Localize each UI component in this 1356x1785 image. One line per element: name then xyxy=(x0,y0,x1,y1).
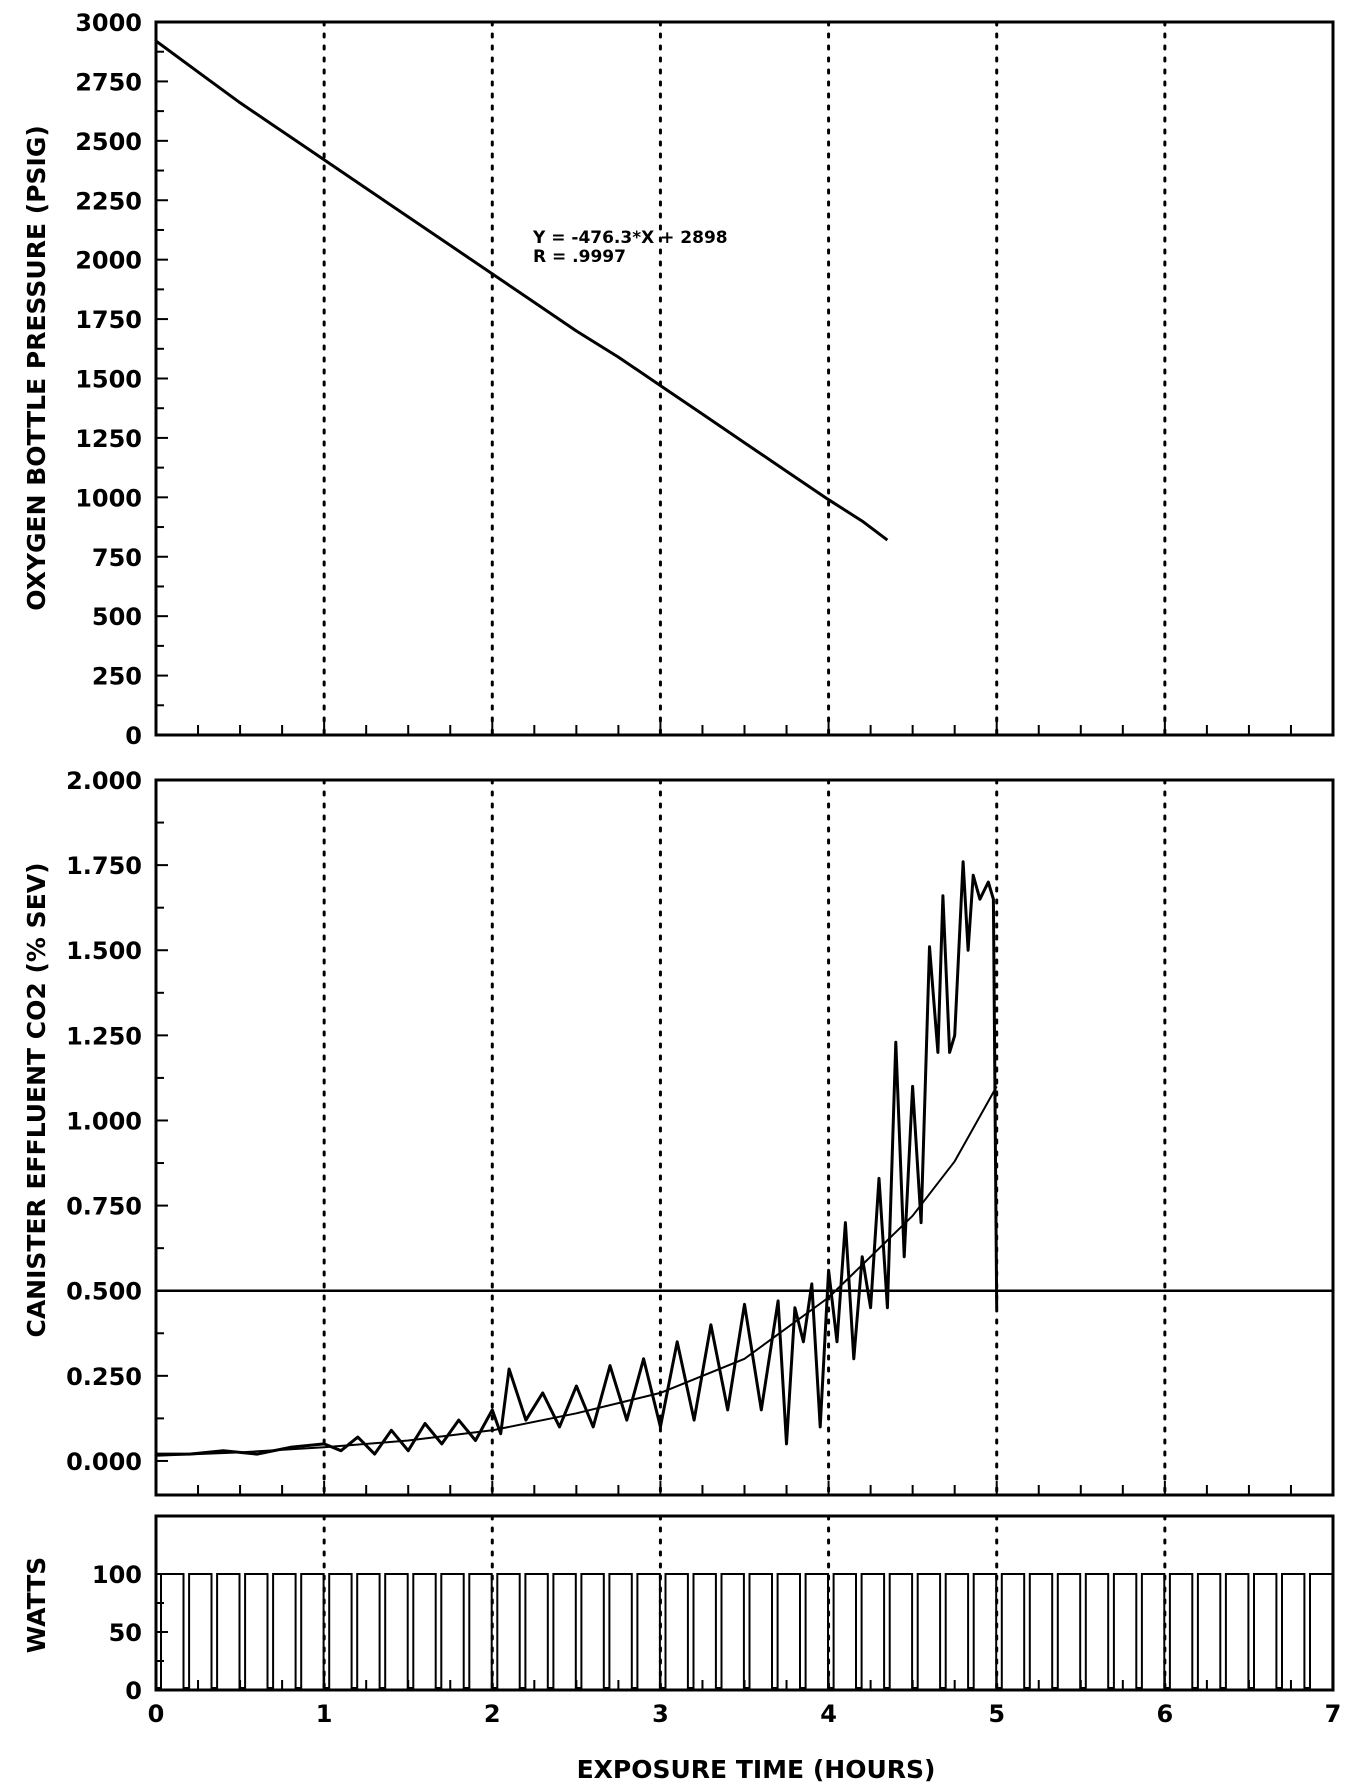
x-axis-title: EXPOSURE TIME (HOURS) xyxy=(577,1755,936,1784)
y-tick-label: 750 xyxy=(92,544,142,572)
bottom-panel-watts: 0 50 100 xyxy=(92,1514,1335,1705)
y-tick-label: 0 xyxy=(125,722,142,750)
y-tick-label: 100 xyxy=(92,1561,142,1589)
regression-r-value: R = .9997 xyxy=(533,247,626,267)
plot-frame xyxy=(154,778,1335,1497)
y-axis-title-pressure: OXYGEN BOTTLE PRESSURE (PSIG) xyxy=(22,125,51,611)
x-tick-label: 5 xyxy=(988,1700,1005,1728)
y-tick-label: 1250 xyxy=(75,425,142,453)
y-tick-label: 0 xyxy=(125,1677,142,1705)
y-tick-label: 2250 xyxy=(75,187,142,215)
middle-panel-co2: 0.000 0.250 0.500 0.750 1.000 1.250 1.500 1.750… xyxy=(66,767,1335,1497)
y-tick-label: 1.750 xyxy=(66,852,142,880)
y-tick-label: 0.000 xyxy=(66,1448,142,1476)
y-tick-label: 500 xyxy=(92,603,142,631)
data-series-line xyxy=(156,860,999,1456)
power-pulse-train xyxy=(156,1573,1334,1689)
y-tick-label: 1000 xyxy=(75,484,142,512)
y-tick-label: 1.000 xyxy=(66,1107,142,1135)
x-tick-label: 4 xyxy=(820,1700,837,1728)
y-tick-label: 1750 xyxy=(75,306,142,334)
x-tick-label: 2 xyxy=(484,1700,501,1728)
y-tick-label: 3000 xyxy=(75,9,142,37)
y-axis-title-co2: CANISTER EFFLUENT CO2 (% SEV) xyxy=(22,862,51,1337)
y-tick-label: 1.250 xyxy=(66,1022,142,1050)
plot-frame xyxy=(154,20,1335,737)
x-axis-tick-labels: 0 1 2 3 4 5 6 7 xyxy=(148,1700,1342,1728)
y-tick-label: 0.750 xyxy=(66,1193,142,1221)
x-tick-label: 3 xyxy=(652,1700,669,1728)
y-tick-label: 2750 xyxy=(75,68,142,96)
y-tick-label: 1.500 xyxy=(66,937,142,965)
fit-curve-line xyxy=(155,1085,998,1457)
top-panel-pressure: 0 250 500 750 1000 1250 1500 1750 2000 2250 2500 27… xyxy=(75,9,1335,750)
y-axis-title-watts: WATTS xyxy=(22,1557,51,1654)
x-tick-label: 7 xyxy=(1325,1700,1342,1728)
regression-equation: Y = -476.3*X + 2898 xyxy=(532,228,728,248)
y-tick-label: 250 xyxy=(92,663,142,691)
data-series-line xyxy=(155,39,889,542)
y-tick-label: 0.250 xyxy=(66,1363,142,1391)
y-tick-label: 50 xyxy=(109,1619,142,1647)
y-tick-label: 1500 xyxy=(75,366,142,394)
y-tick-label: 2500 xyxy=(75,128,142,156)
x-tick-label: 6 xyxy=(1157,1700,1174,1728)
y-tick-label: 2.000 xyxy=(66,767,142,795)
y-tick-label: 2000 xyxy=(75,247,142,275)
x-tick-label: 0 xyxy=(148,1700,165,1728)
x-tick-label: 1 xyxy=(316,1700,333,1728)
y-tick-label: 0.500 xyxy=(66,1278,142,1306)
